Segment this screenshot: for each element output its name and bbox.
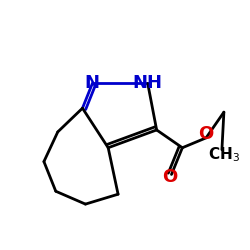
- Text: O: O: [162, 168, 177, 186]
- Text: N: N: [85, 74, 100, 92]
- Text: CH$_3$: CH$_3$: [208, 145, 240, 164]
- Text: O: O: [198, 125, 214, 143]
- Text: NH: NH: [133, 74, 163, 92]
